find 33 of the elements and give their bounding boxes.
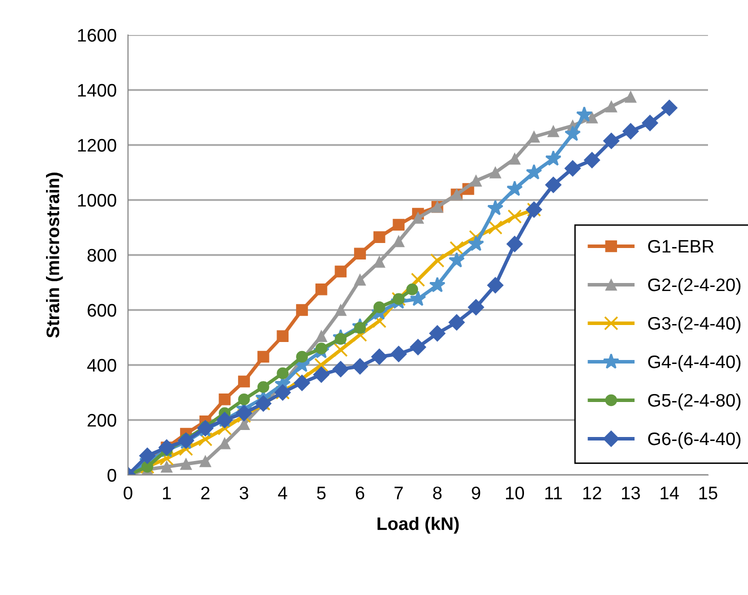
y-tick-label: 600 bbox=[88, 304, 116, 317]
x-tick-label: 14 bbox=[660, 486, 679, 500]
x-tick-label: 8 bbox=[433, 486, 442, 500]
y-tick-label: 1000 bbox=[78, 194, 116, 207]
legend-label: G2-(2-4-20) bbox=[648, 278, 740, 295]
x-tick-label: 0 bbox=[124, 486, 132, 500]
legend-label: G4-(4-4-40) bbox=[648, 354, 740, 372]
x-tick-label: 13 bbox=[622, 486, 640, 500]
legend-label: G1-EBR bbox=[648, 240, 714, 253]
legend-label: G6-(6-4-40) bbox=[648, 432, 740, 449]
y-tick-label: 0 bbox=[108, 468, 116, 482]
x-tick-label: 5 bbox=[317, 486, 326, 500]
x-tick-label: 9 bbox=[472, 486, 480, 500]
x-tick-label: 6 bbox=[356, 486, 364, 500]
x-tick-label: 12 bbox=[583, 486, 602, 500]
x-tick-label: 3 bbox=[240, 486, 248, 500]
x-tick-label: 1 bbox=[163, 486, 171, 500]
y-tick-label: 200 bbox=[88, 414, 116, 427]
x-tick-label: 4 bbox=[278, 486, 288, 500]
x-tick-label: 7 bbox=[394, 486, 403, 500]
y-tick-label: 1600 bbox=[78, 28, 116, 42]
y-tick-label: 800 bbox=[88, 248, 116, 262]
x-tick-label: 15 bbox=[699, 486, 718, 500]
legend-label: G5-(2-4-80) bbox=[648, 393, 740, 410]
x-tick-label: 2 bbox=[201, 486, 210, 500]
legend-label: G3-(2-4-40) bbox=[648, 316, 740, 334]
y-tick-label: 1400 bbox=[78, 84, 116, 97]
y-tick-label: 1200 bbox=[78, 138, 116, 152]
y-axis-title: Strain (microstrain) bbox=[46, 172, 63, 338]
x-tick-label: 10 bbox=[506, 486, 524, 500]
x-tick-label: 11 bbox=[545, 486, 562, 500]
x-axis-title: Load (kN) bbox=[378, 516, 459, 534]
y-tick-label: 400 bbox=[87, 358, 116, 372]
